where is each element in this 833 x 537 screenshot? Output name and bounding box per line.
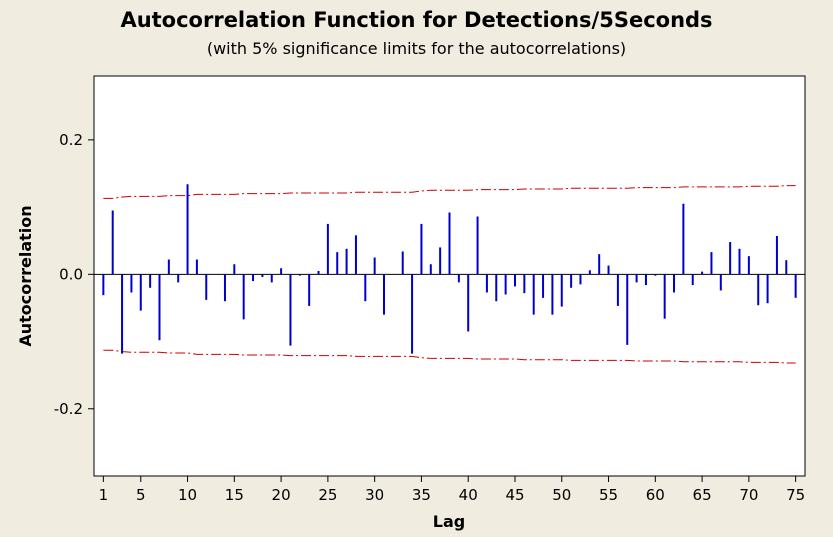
x-axis: 1 5 10 15 20 25 30 35 40 45 50 55 60 65 70 75 (99, 476, 805, 504)
x-tick-label: 60 (646, 486, 665, 504)
x-tick-label: 35 (412, 486, 431, 504)
chart-subtitle: (with 5% significance limits for the aut… (206, 39, 627, 58)
chart-title: Autocorrelation Function for Detections/… (120, 8, 713, 32)
x-tick-label: 70 (739, 486, 758, 504)
x-tick-label: 55 (599, 486, 618, 504)
x-tick-label: 45 (505, 486, 524, 504)
y-axis-title: Autocorrelation (16, 205, 35, 346)
x-tick-label: 5 (136, 486, 146, 504)
x-axis-title: Lag (433, 512, 465, 531)
acf-bars (102, 184, 797, 354)
x-tick-label: 30 (365, 486, 384, 504)
x-tick-label: 50 (552, 486, 571, 504)
y-tick-label: 0.0 (59, 265, 83, 283)
y-axis: 0.2 0.0 -0.2 (54, 131, 94, 418)
x-tick-label: 40 (459, 486, 478, 504)
x-tick-label: 10 (178, 486, 197, 504)
x-tick-label: 15 (225, 486, 244, 504)
plot-area (93, 75, 806, 477)
y-tick-label: -0.2 (54, 400, 83, 418)
x-tick-label: 20 (272, 486, 291, 504)
x-tick-label: 75 (786, 486, 805, 504)
x-tick-label: 25 (318, 486, 337, 504)
significance-limits (103, 185, 796, 364)
x-tick-label: 65 (693, 486, 712, 504)
y-tick-label: 0.2 (59, 131, 83, 149)
x-tick-label: 1 (99, 486, 109, 504)
upper-significance-limit (103, 185, 796, 199)
lower-significance-limit (103, 349, 796, 364)
